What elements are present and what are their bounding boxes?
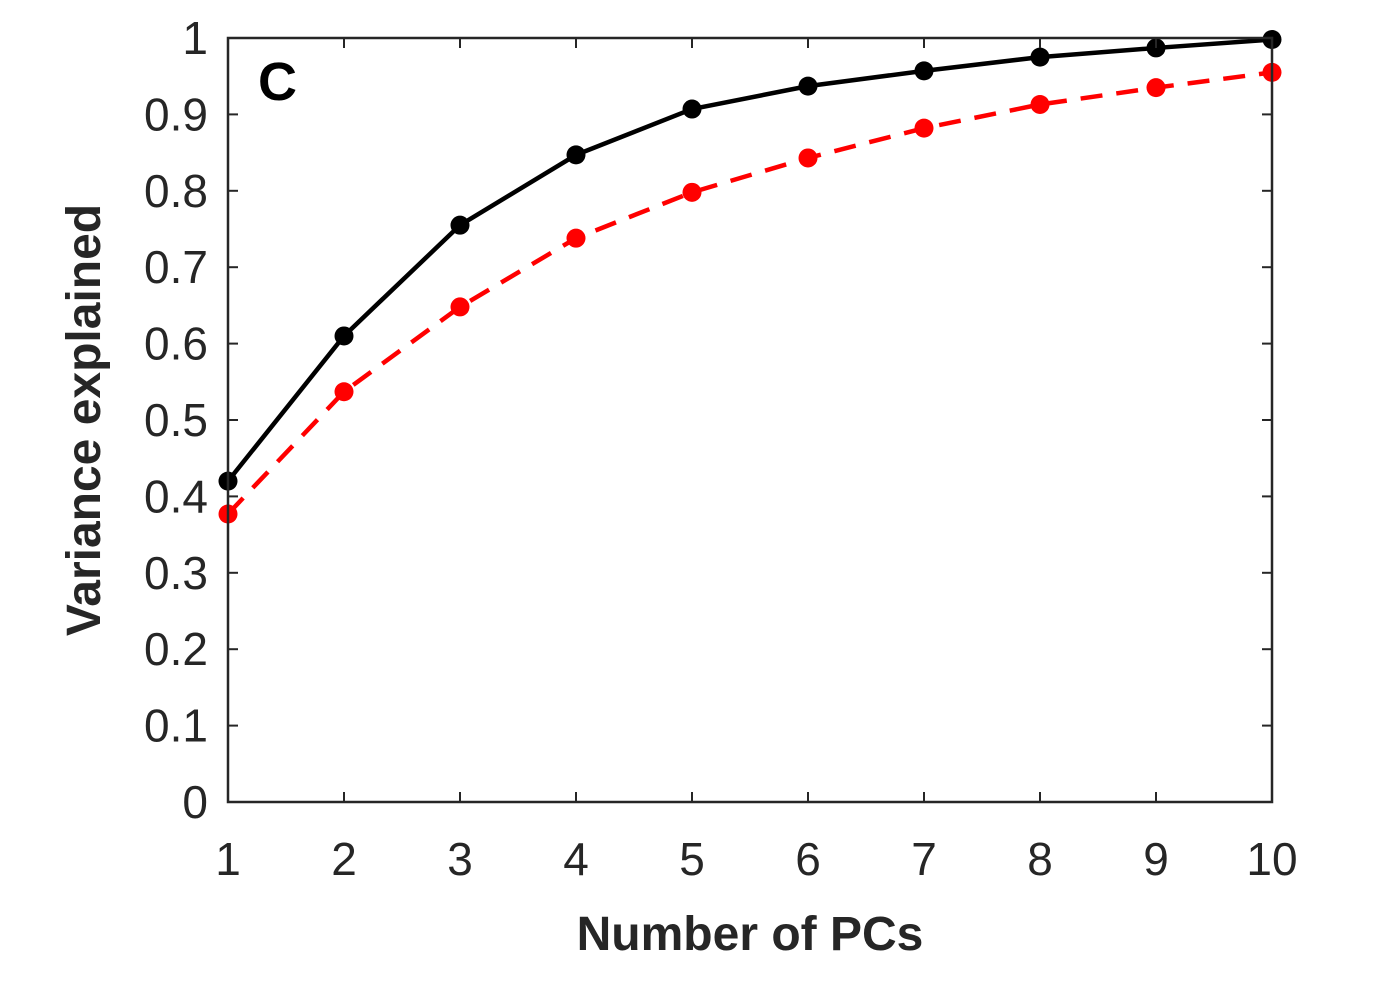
y-tick-label: 0.7 — [144, 241, 208, 293]
y-axis-title: Variance explained — [58, 204, 111, 636]
data-point — [450, 297, 470, 317]
data-point — [798, 76, 818, 96]
tick-layer: 1 2 3 4 5 6 7 8 9 10 0 0.1 0.2 0.3 0.4 0.5 0.6 0.7 0.8 0.9 1 — [144, 12, 1298, 885]
x-tick-label: 2 — [331, 833, 357, 885]
y-tick-label: 0.4 — [144, 470, 208, 522]
data-point — [566, 145, 586, 165]
data-point — [450, 215, 470, 235]
data-point — [334, 326, 354, 346]
series-layer — [218, 30, 1282, 524]
data-point — [334, 382, 354, 402]
y-tick-label: 0.8 — [144, 165, 208, 217]
data-point — [682, 99, 702, 119]
panel-label: C — [258, 52, 297, 112]
data-point — [682, 182, 702, 202]
y-tick-label: 0.1 — [144, 700, 208, 752]
x-tick-label: 6 — [795, 833, 821, 885]
y-tick-label: 0.2 — [144, 623, 208, 675]
x-axis-title: Number of PCs — [577, 908, 924, 961]
y-tick-label: 0 — [182, 776, 208, 828]
x-tick-label: 7 — [911, 833, 937, 885]
series-1 — [218, 30, 1282, 491]
x-tick-label: 1 — [215, 833, 241, 885]
x-tick-label: 4 — [563, 833, 589, 885]
series-line — [226, 70, 1273, 516]
y-tick-label: 0.9 — [144, 88, 208, 140]
y-tick-label: 1 — [182, 12, 208, 64]
x-tick-label: 8 — [1027, 833, 1053, 885]
x-tick-label: 5 — [679, 833, 705, 885]
series-line — [226, 37, 1273, 483]
x-tick-label: 3 — [447, 833, 473, 885]
plot-area — [228, 38, 1272, 802]
x-tick-label: 9 — [1143, 833, 1169, 885]
y-tick-label: 0.3 — [144, 547, 208, 599]
y-tick-label: 0.5 — [144, 394, 208, 446]
data-point — [1030, 94, 1050, 114]
x-tick-label: 10 — [1246, 833, 1297, 885]
series-2 — [218, 62, 1282, 524]
data-point — [566, 228, 586, 248]
data-point — [798, 148, 818, 168]
y-tick-label: 0.6 — [144, 318, 208, 370]
data-point — [1030, 47, 1050, 67]
data-point — [914, 118, 934, 138]
data-point — [1146, 78, 1166, 98]
data-point — [914, 61, 934, 81]
